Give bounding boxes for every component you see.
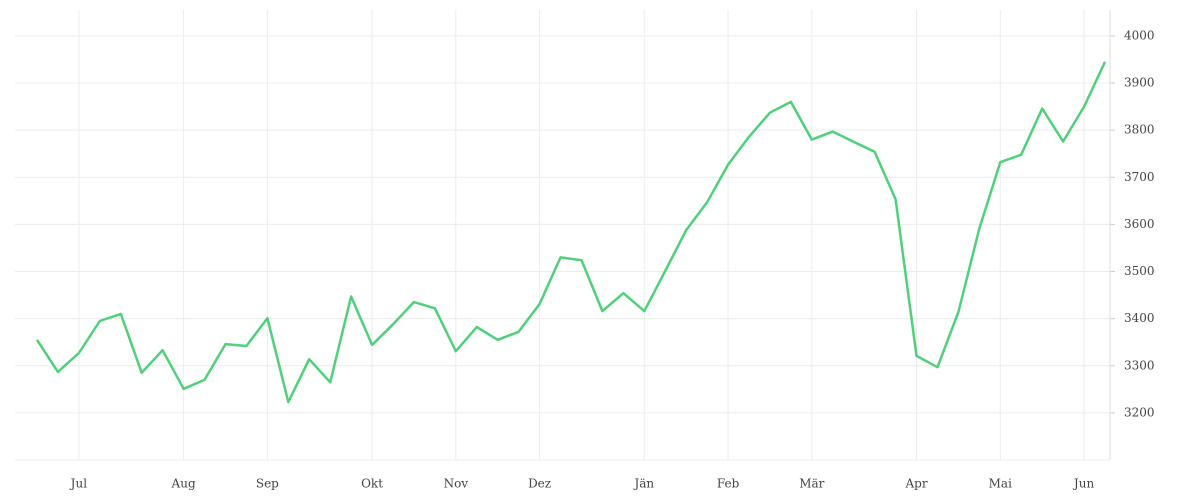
y-tick-label: 3500 bbox=[1124, 264, 1155, 278]
x-tick-label: Aug bbox=[171, 477, 196, 491]
x-tick-label: Jun bbox=[1072, 477, 1095, 491]
x-tick-label: Nov bbox=[444, 477, 469, 491]
x-tick-label: Mai bbox=[989, 477, 1012, 491]
y-tick-label: 3300 bbox=[1124, 358, 1155, 372]
line-series bbox=[35, 61, 1107, 404]
x-tick-label: Sep bbox=[256, 477, 279, 491]
x-tick-label: Apr bbox=[904, 477, 927, 491]
x-tick-label: Mär bbox=[799, 477, 824, 491]
y-tick-label: 3700 bbox=[1124, 170, 1155, 184]
x-tick-label: Okt bbox=[361, 477, 383, 491]
x-tick-label: Dez bbox=[528, 477, 551, 491]
y-tick-label: 3200 bbox=[1124, 405, 1155, 419]
x-tick-label: Feb bbox=[717, 477, 740, 491]
x-tick-label: Jän bbox=[632, 477, 654, 491]
y-tick-label: 3900 bbox=[1124, 76, 1155, 90]
y-tick-label: 3600 bbox=[1124, 217, 1155, 231]
y-tick-label: 3800 bbox=[1124, 123, 1155, 137]
x-tick-label: Jul bbox=[69, 477, 88, 491]
y-tick-label: 3400 bbox=[1124, 311, 1155, 325]
y-tick-label: 4000 bbox=[1124, 28, 1155, 42]
